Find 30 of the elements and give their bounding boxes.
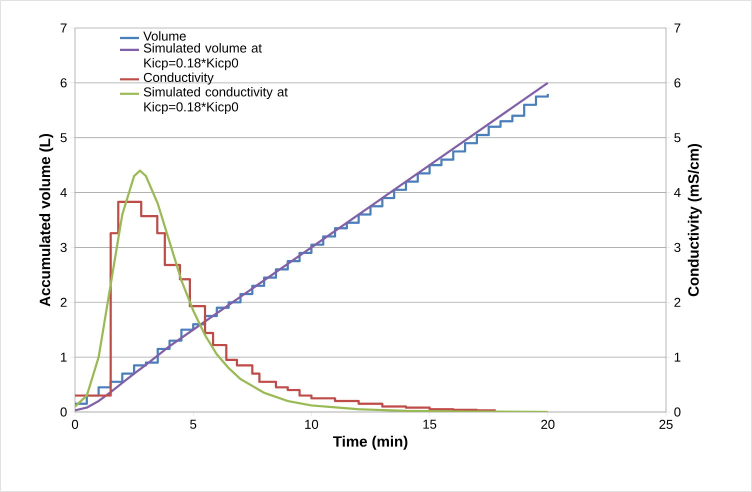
x-tick-label: 20 bbox=[541, 420, 555, 429]
y2-tick-label: 3 bbox=[674, 242, 680, 252]
y-tick-label: 5 bbox=[60, 133, 67, 142]
x-tick-label: 10 bbox=[305, 420, 318, 429]
y-axis-title: Accumulated volume (L) bbox=[39, 134, 54, 306]
x-axis-title: Time (min) bbox=[333, 436, 408, 450]
x-tick-label: 5 bbox=[190, 420, 196, 429]
line-series bbox=[75, 170, 549, 412]
y2-tick-label: 2 bbox=[674, 298, 680, 307]
legend-label: Conductivity bbox=[144, 72, 214, 85]
x-tick-label: 15 bbox=[423, 420, 436, 429]
legend-label: Volume bbox=[143, 31, 186, 41]
y2-tick-label: 0 bbox=[674, 407, 680, 417]
y-tick-label: 4 bbox=[60, 188, 67, 198]
x-tick-label: 25 bbox=[659, 420, 673, 429]
y-tick-label: 2 bbox=[60, 298, 67, 307]
y2-tick-label: 6 bbox=[674, 78, 680, 88]
y2-tick-label: 7 bbox=[674, 24, 680, 32]
y2-axis-title: Conductivity (mS/cm) bbox=[688, 144, 702, 296]
y-tick-label: 3 bbox=[60, 242, 67, 252]
y-tick-label: 6 bbox=[60, 78, 67, 88]
y-tick-label: 7 bbox=[60, 24, 67, 32]
legend-label: Simulated volume at Kicp=0.18*Kicp0 bbox=[144, 43, 262, 70]
y2-tick-label: 5 bbox=[674, 133, 680, 142]
y2-tick-label: 4 bbox=[674, 188, 681, 198]
legend-label: Simulated conductivity at Kicp=0.18*Kicp0 bbox=[144, 86, 288, 114]
x-tick-label: 0 bbox=[72, 420, 78, 429]
y2-tick-label: 1 bbox=[674, 352, 680, 362]
y-tick-label: 0 bbox=[60, 407, 67, 417]
y-tick-label: 1 bbox=[61, 352, 67, 362]
